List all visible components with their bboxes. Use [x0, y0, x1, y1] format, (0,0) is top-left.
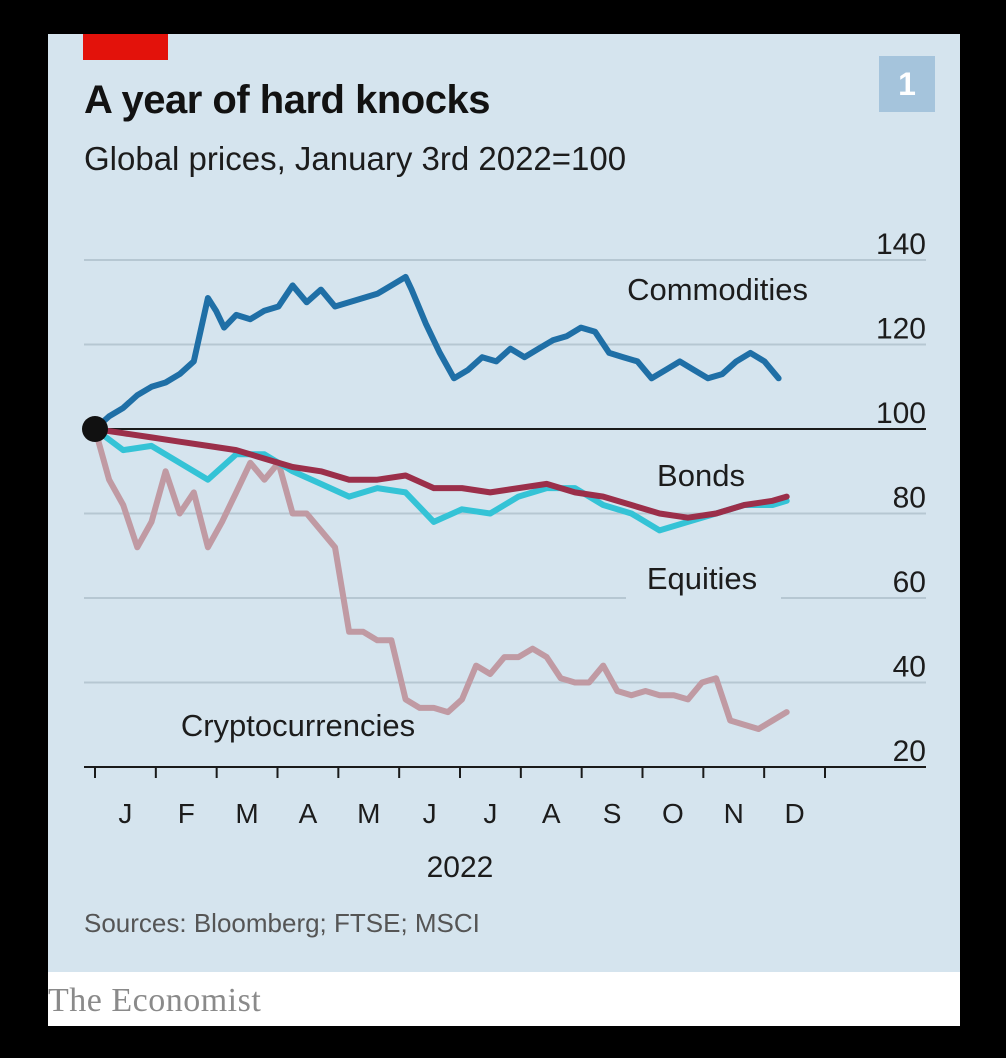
x-tick-label: A	[542, 798, 561, 829]
chart-subtitle: Global prices, January 3rd 2022=100	[84, 140, 627, 177]
y-tick-label: 40	[893, 651, 926, 684]
x-tick-label: D	[784, 798, 804, 829]
y-tick-label: 20	[893, 735, 926, 768]
label-mask	[626, 554, 781, 600]
x-tick-label: F	[178, 798, 195, 829]
series-label-equities: Equities	[647, 561, 757, 596]
series-line-bonds	[92, 426, 790, 521]
x-tick-label: A	[299, 798, 318, 829]
y-tick-label: 80	[893, 482, 926, 515]
brand-red-bar	[83, 34, 168, 60]
x-tick-label: O	[662, 798, 684, 829]
y-tick-label: 100	[876, 397, 926, 430]
series-label-bonds: Bonds	[657, 458, 745, 493]
y-tick-label: 120	[876, 313, 926, 346]
chart-panel: A year of hard knocks Global prices, Jan…	[48, 34, 960, 972]
x-axis-label: 2022	[427, 851, 494, 884]
y-tick-label: 60	[893, 566, 926, 599]
series-label-cryptocurrencies: Cryptocurrencies	[181, 708, 415, 743]
y-tick-label: 140	[876, 228, 926, 261]
series-label-commodities: Commodities	[627, 272, 808, 307]
economist-logo-text: The Economist	[48, 982, 262, 1019]
x-tick-label: J	[483, 798, 497, 829]
x-tick-label: M	[235, 798, 258, 829]
series-line-cryptocurrencies	[92, 426, 790, 732]
line-chart: 140 120 100 80 60 40 20 J F M A M J J A S O N D 2022 Commodi…	[82, 228, 926, 884]
x-tick-label: J	[118, 798, 132, 829]
series-line-equities	[92, 426, 790, 534]
x-tick-label: M	[357, 798, 380, 829]
series-line-commodities	[92, 273, 782, 432]
x-tick-label: S	[603, 798, 622, 829]
start-point-marker	[82, 416, 108, 442]
source-note: Sources: Bloomberg; FTSE; MSCI	[84, 908, 480, 938]
x-tick-label: J	[423, 798, 437, 829]
footer-bar: The Economist	[48, 972, 960, 1026]
chart-title: A year of hard knocks	[84, 78, 490, 122]
x-tick-label: N	[724, 798, 744, 829]
chart-number-badge: 1	[879, 56, 935, 112]
